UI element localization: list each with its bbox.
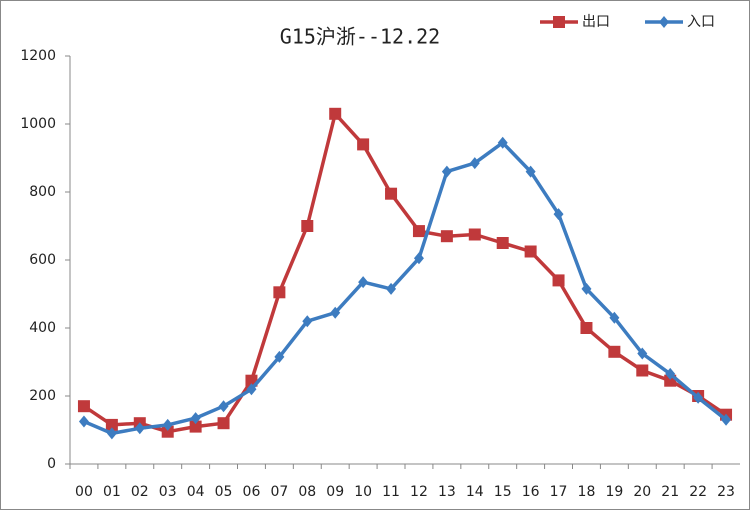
data-point: [357, 138, 370, 151]
legend-label: 出口: [582, 14, 610, 30]
x-tick-label: 00: [75, 484, 93, 500]
x-tick-label: 14: [466, 484, 484, 500]
data-point: [469, 157, 480, 170]
data-point: [609, 311, 620, 324]
data-point: [636, 364, 649, 377]
data-point: [301, 220, 314, 232]
data-point: [440, 230, 453, 243]
chart-title: G15沪浙--12.22: [280, 25, 440, 49]
data-point: [78, 415, 89, 428]
legend-label: 入口: [687, 14, 715, 30]
data-point: [524, 245, 537, 258]
data-point: [302, 315, 313, 328]
data-point: [412, 225, 425, 238]
x-tick-label: 16: [522, 484, 540, 500]
data-point: [693, 391, 704, 404]
data-point: [77, 400, 90, 413]
data-point: [190, 412, 201, 425]
data-point: [468, 228, 481, 241]
x-tick-label: 01: [103, 484, 121, 500]
data-point: [274, 350, 285, 363]
x-tick-label: 23: [717, 484, 735, 500]
legend-marker: [659, 16, 669, 28]
data-point: [637, 347, 648, 360]
data-point: [497, 136, 508, 149]
data-point: [218, 400, 229, 413]
data-point: [385, 187, 398, 200]
data-point: [330, 306, 341, 319]
data-point: [496, 237, 509, 249]
x-tick-label: 11: [382, 484, 400, 500]
x-tick-label: 09: [326, 484, 344, 500]
data-point: [581, 282, 592, 295]
data-point: [386, 282, 397, 295]
data-point: [608, 345, 621, 358]
data-point: [189, 420, 202, 433]
x-tick-label: 13: [438, 484, 456, 500]
data-point: [106, 427, 117, 440]
x-tick-label: 21: [661, 484, 679, 500]
series-line: [83, 140, 728, 436]
x-tick-label: 18: [578, 484, 596, 500]
y-tick-label: 0: [47, 456, 56, 472]
data-point: [246, 383, 257, 396]
data-point: [525, 165, 536, 178]
x-tick-label: 02: [131, 484, 149, 500]
data-point: [358, 276, 369, 289]
x-tick-label: 08: [298, 484, 316, 500]
data-point: [553, 208, 564, 221]
x-tick-label: 05: [215, 484, 233, 500]
data-point: [721, 413, 732, 426]
legend-marker: [553, 16, 565, 28]
x-tick-label: 22: [689, 484, 707, 500]
data-point: [552, 274, 565, 287]
x-tick-label: 19: [605, 484, 623, 500]
y-tick-label: 1200: [20, 48, 56, 64]
x-tick-label: 10: [354, 484, 372, 500]
data-point: [665, 367, 676, 380]
y-tick-label: 600: [29, 252, 56, 268]
data-point: [162, 418, 173, 431]
data-point: [441, 165, 452, 178]
data-point: [245, 374, 258, 387]
x-tick-label: 12: [410, 484, 428, 500]
data-point: [105, 418, 118, 431]
x-tick-label: 03: [159, 484, 177, 500]
y-tick-label: 400: [29, 320, 56, 336]
data-point: [329, 107, 342, 120]
data-point: [413, 252, 424, 265]
y-tick-label: 800: [29, 184, 56, 200]
y-tick-label: 200: [29, 388, 56, 404]
x-tick-label: 07: [270, 484, 288, 500]
data-point: [134, 422, 145, 435]
x-tick-label: 15: [494, 484, 512, 500]
x-tick-label: 06: [243, 484, 261, 500]
data-point: [217, 417, 230, 430]
y-tick-label: 1000: [20, 116, 56, 132]
x-tick-label: 17: [550, 484, 568, 500]
x-tick-label: 04: [187, 484, 205, 500]
data-point: [273, 286, 286, 299]
data-point: [161, 425, 174, 438]
x-tick-label: 20: [633, 484, 651, 500]
data-point: [580, 322, 593, 334]
